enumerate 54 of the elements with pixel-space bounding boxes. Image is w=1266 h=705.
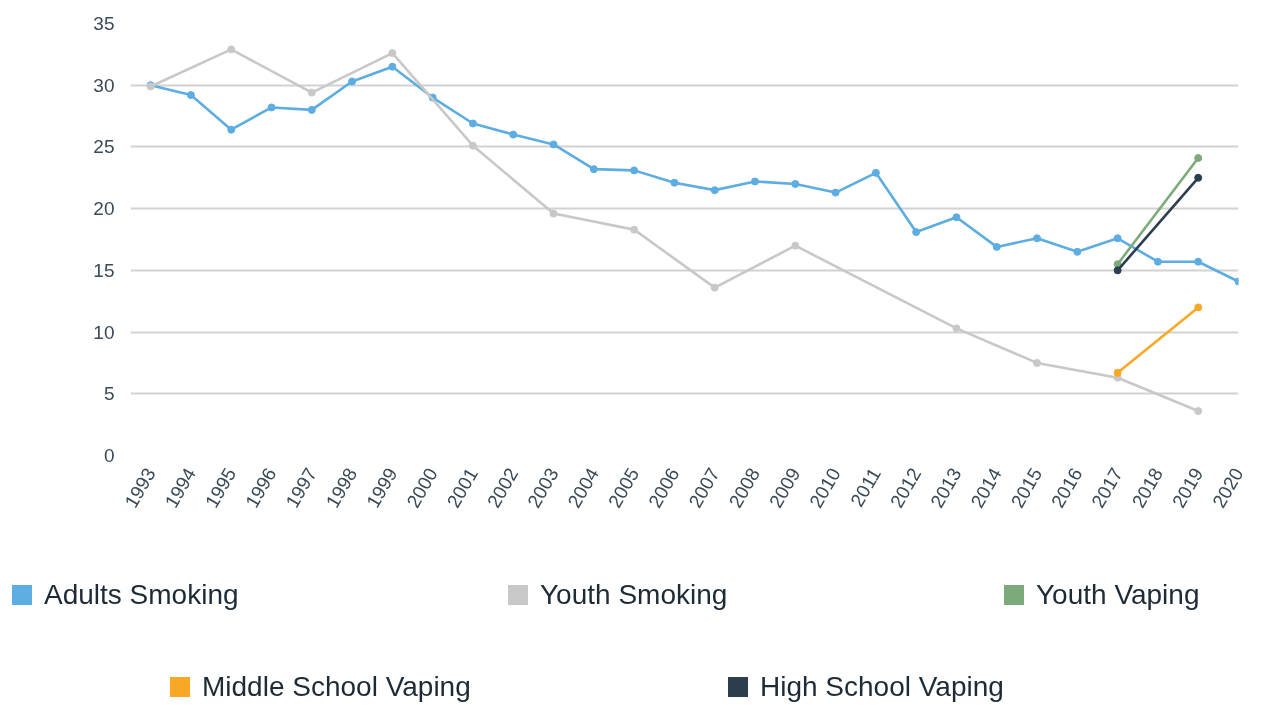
- point: [992, 242, 1001, 251]
- point: [670, 178, 679, 187]
- point: [509, 130, 518, 139]
- y-tick-label: 35: [93, 13, 115, 34]
- point: [549, 209, 558, 218]
- point: [468, 119, 477, 128]
- point: [1194, 173, 1203, 182]
- y-tick-label: 0: [103, 445, 115, 466]
- point: [791, 241, 800, 250]
- point: [630, 166, 639, 175]
- legend-label: Youth Smoking: [540, 578, 728, 612]
- point: [1194, 257, 1203, 266]
- point: [791, 179, 800, 188]
- point: [227, 125, 236, 134]
- point: [267, 103, 276, 112]
- point: [831, 188, 840, 197]
- y-tick-label: 15: [93, 259, 115, 281]
- point: [348, 77, 357, 86]
- y-tick-label: 30: [93, 74, 115, 96]
- point: [227, 45, 236, 54]
- legend-label: Middle School Vaping: [202, 670, 471, 704]
- point: [630, 225, 639, 234]
- legend-label: Adults Smoking: [44, 578, 239, 612]
- point: [186, 91, 195, 100]
- point: [1153, 257, 1162, 266]
- point: [1033, 358, 1042, 367]
- point: [307, 105, 316, 114]
- point: [710, 186, 719, 195]
- point: [952, 213, 961, 222]
- point: [1113, 234, 1122, 243]
- point: [1194, 407, 1203, 416]
- point: [388, 62, 397, 71]
- point: [589, 165, 598, 174]
- point: [710, 283, 719, 292]
- point: [871, 168, 880, 177]
- point: [307, 88, 316, 97]
- point: [912, 228, 921, 237]
- point: [1073, 247, 1082, 256]
- legend-label: High School Vaping: [760, 670, 1004, 704]
- y-tick-label: 5: [103, 383, 115, 405]
- point: [952, 324, 961, 333]
- point: [468, 141, 477, 150]
- y-tick-label: 10: [93, 321, 115, 343]
- point: [1033, 234, 1042, 243]
- point: [549, 140, 558, 149]
- point: [1194, 154, 1203, 163]
- point: [388, 49, 397, 58]
- point: [1113, 266, 1122, 275]
- point: [1194, 303, 1203, 312]
- point: [751, 177, 760, 186]
- y-tick-label: 25: [93, 136, 115, 158]
- point: [1113, 368, 1122, 377]
- y-tick-label: 20: [93, 198, 115, 220]
- legend-label: Youth Vaping: [1036, 578, 1200, 612]
